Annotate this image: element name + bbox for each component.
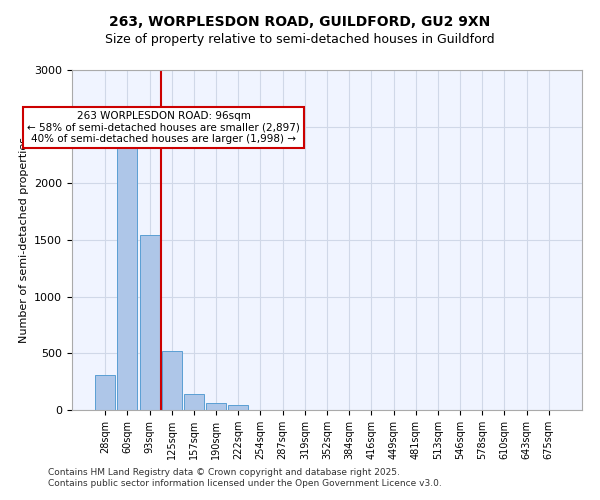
Y-axis label: Number of semi-detached properties: Number of semi-detached properties: [19, 137, 29, 343]
Bar: [95, 375, 115, 410]
Text: Contains HM Land Registry data © Crown copyright and database right 2025.
Contai: Contains HM Land Registry data © Crown c…: [48, 468, 442, 487]
Bar: [206, 402, 226, 410]
Bar: [140, 236, 160, 410]
Text: 263 WORPLESDON ROAD: 96sqm
← 58% of semi-detached houses are smaller (2,897)
40%: 263 WORPLESDON ROAD: 96sqm ← 58% of semi…: [28, 111, 300, 144]
Bar: [228, 405, 248, 410]
Bar: [162, 351, 182, 410]
Bar: [118, 136, 137, 410]
Bar: [184, 394, 204, 410]
Text: 263, WORPLESDON ROAD, GUILDFORD, GU2 9XN: 263, WORPLESDON ROAD, GUILDFORD, GU2 9XN: [109, 15, 491, 29]
Text: Size of property relative to semi-detached houses in Guildford: Size of property relative to semi-detach…: [105, 32, 495, 46]
